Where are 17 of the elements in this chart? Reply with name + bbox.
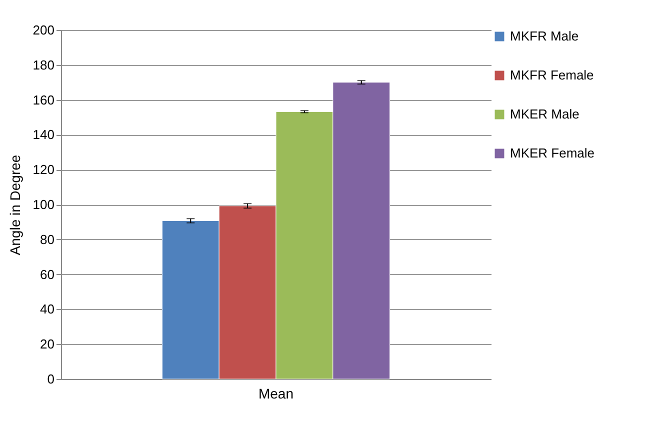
y-tick-label: 100 bbox=[32, 197, 54, 212]
legend-label: MKER Male bbox=[510, 106, 580, 122]
y-tick-label: 40 bbox=[40, 302, 54, 317]
y-tick-label: 80 bbox=[40, 232, 54, 247]
legend-label: MKER Female bbox=[510, 146, 595, 160]
legend-label: MKFR Male bbox=[510, 28, 579, 44]
x-tick-label: Mean bbox=[258, 386, 294, 402]
y-tick-label: 180 bbox=[32, 57, 54, 72]
y-tick-label: 120 bbox=[32, 162, 54, 178]
y-tick-label: 160 bbox=[32, 92, 54, 108]
y-axis-title: Angle in Degree bbox=[6, 154, 23, 256]
y-tick-label: 60 bbox=[40, 266, 54, 282]
legend-label: MKFR Female bbox=[510, 68, 594, 82]
y-tick-label: 140 bbox=[32, 127, 54, 142]
y-tick-label: 0 bbox=[47, 372, 54, 386]
y-tick-label: 20 bbox=[40, 336, 54, 352]
y-tick-label: 200 bbox=[32, 22, 54, 38]
